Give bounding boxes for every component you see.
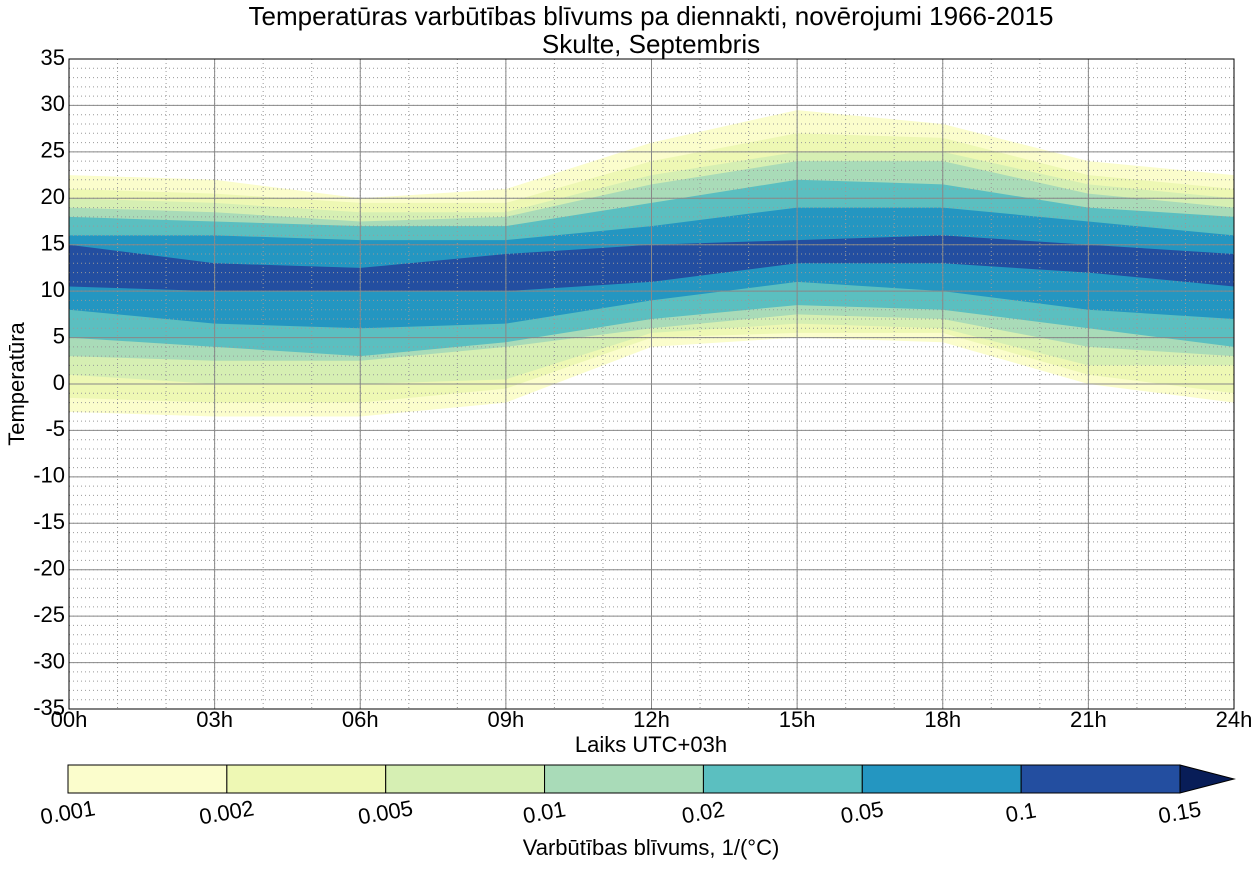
- y-tick-label: 0: [53, 370, 65, 395]
- y-tick-label: -30: [33, 648, 65, 673]
- colorbar-swatch: [1020, 764, 1181, 794]
- colorbar-swatch: [702, 764, 863, 794]
- x-tick-label: 03h: [196, 707, 233, 732]
- x-tick-label: 00h: [51, 707, 88, 732]
- y-tick-label: 5: [53, 323, 65, 348]
- y-tick-label: -20: [33, 556, 65, 581]
- y-tick-label: -35: [33, 695, 65, 720]
- y-tick-label: -15: [33, 509, 65, 534]
- colorbar-extend: [1179, 764, 1236, 794]
- y-axis-label: Temperatūra: [4, 321, 29, 445]
- x-tick-label: 12h: [633, 707, 670, 732]
- y-tick-label: 15: [41, 231, 65, 256]
- colorbar-tick-label: 0.05: [839, 796, 886, 828]
- x-tick-label: 09h: [488, 707, 525, 732]
- y-tick-label: 20: [41, 184, 65, 209]
- x-tick-label: 24h: [1216, 707, 1253, 732]
- colorbar-tick-label: 0.005: [356, 795, 415, 829]
- colorbar-swatch: [861, 764, 1022, 794]
- colorbar-tick-label: 0.02: [680, 796, 727, 828]
- y-tick-label: 30: [41, 91, 65, 116]
- y-tick-label: 25: [41, 138, 65, 163]
- x-tick-label: 06h: [342, 707, 379, 732]
- colorbar-tick-label: 0.15: [1156, 796, 1203, 828]
- colorbar-swatch: [385, 764, 546, 794]
- plot-frame: [68, 58, 1235, 710]
- y-tick-label: -10: [33, 463, 65, 488]
- x-tick-label: 21h: [1070, 707, 1107, 732]
- y-tick-label: -5: [45, 416, 65, 441]
- colorbar-swatch: [544, 764, 704, 794]
- colorbar-swatch: [67, 764, 228, 794]
- y-tick-label: 35: [41, 45, 65, 70]
- colorbar-tick-label: 0.002: [197, 795, 256, 829]
- y-tick-label: -25: [33, 602, 65, 627]
- chart-subtitle: Skulte, Septembris: [542, 29, 760, 59]
- colorbar-swatch: [226, 764, 387, 794]
- colorbar-label: Varbūtības blīvums, 1/(°C): [523, 835, 780, 860]
- colorbar-tick-label: 0.1: [1004, 797, 1038, 827]
- x-axis-label: Laiks UTC+03h: [575, 732, 727, 757]
- chart-title: Temperatūras varbūtības blīvums pa dienn…: [248, 1, 1053, 31]
- colorbar-tick-label: 0.01: [521, 796, 568, 828]
- x-tick-label: 15h: [779, 707, 816, 732]
- colorbar-tick-label: 0.001: [38, 795, 97, 829]
- y-tick-label: 10: [41, 277, 65, 302]
- x-tick-label: 18h: [924, 707, 961, 732]
